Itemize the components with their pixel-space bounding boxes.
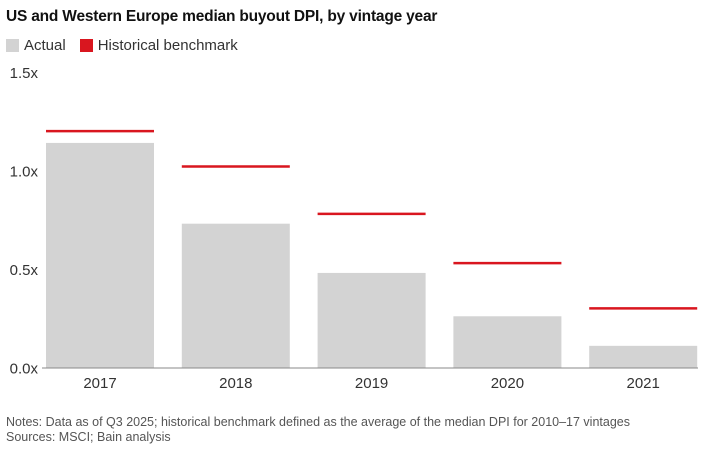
- bar-actual-2019: [317, 272, 426, 368]
- legend-swatch-actual: [6, 39, 19, 52]
- y-tick-label: 1.5x: [10, 65, 39, 82]
- legend-label-actual: Actual: [24, 37, 66, 54]
- legend: Actual Historical benchmark: [6, 37, 252, 54]
- legend-item-actual: Actual: [6, 37, 66, 54]
- y-tick-label: 1.0x: [10, 164, 39, 181]
- x-tick-label: 2021: [627, 375, 660, 392]
- footnotes: Notes: Data as of Q3 2025; historical be…: [6, 415, 630, 445]
- bar-actual-2018: [181, 223, 290, 368]
- x-tick-label: 2018: [219, 375, 252, 392]
- y-tick-label: 0.0x: [10, 361, 39, 378]
- chart-title: US and Western Europe median buyout DPI,…: [6, 8, 438, 25]
- bar-actual-2020: [453, 316, 562, 368]
- x-tick-label: 2020: [491, 375, 524, 392]
- bar-actual-2017: [46, 142, 154, 368]
- y-tick-label: 0.5x: [10, 262, 39, 279]
- bar-actual-2021: [589, 345, 698, 368]
- x-tick-label: 2017: [83, 375, 116, 392]
- x-tick-label: 2019: [355, 375, 388, 392]
- legend-item-benchmark: Historical benchmark: [79, 37, 238, 54]
- legend-label-benchmark: Historical benchmark: [97, 37, 238, 54]
- notes-text: Notes: Data as of Q3 2025; historical be…: [6, 415, 630, 429]
- sources-text: Sources: MSCI; Bain analysis: [6, 430, 171, 444]
- legend-swatch-benchmark: [79, 39, 93, 52]
